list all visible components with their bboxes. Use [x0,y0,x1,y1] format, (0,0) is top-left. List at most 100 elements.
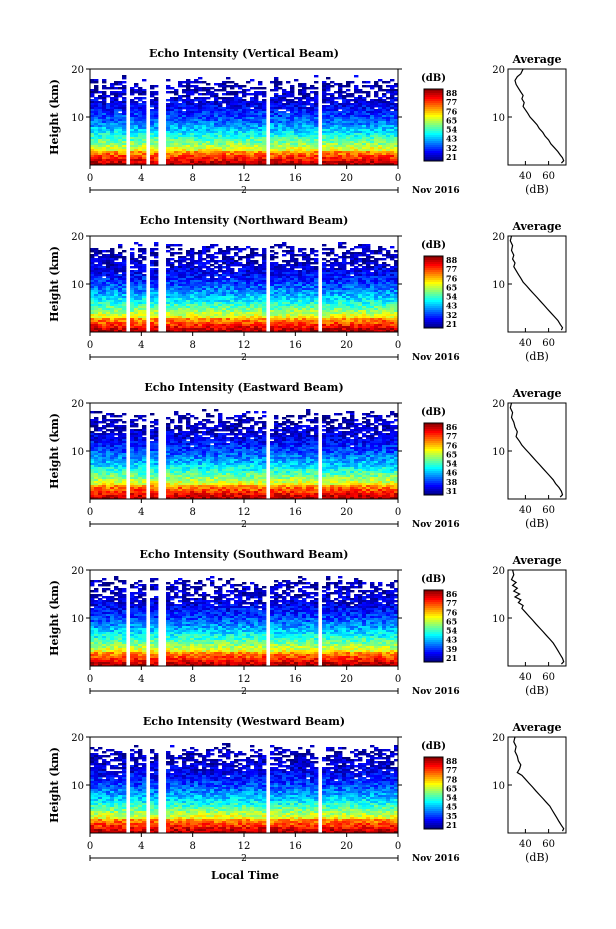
heatmap-cell [390,79,395,82]
heatmap-cell [226,141,231,144]
heatmap-cell [206,113,211,116]
heatmap-cell [322,115,327,118]
heatmap-cell [194,131,199,134]
heatmap-cell [298,133,303,136]
heatmap-cell [210,139,215,142]
heatmap-cell [270,121,275,124]
heatmap-cell [182,123,187,126]
heatmap-cell [194,107,199,110]
heatmap-cell [138,119,143,122]
heatmap-cell [274,83,279,86]
heatmap-cell [226,115,231,118]
heatmap-cell [290,153,295,156]
heatmap-cell [246,103,251,106]
heatmap-cell [150,113,155,116]
heatmap-cell [234,161,239,164]
heatmap-cell [238,127,243,130]
heatmap-cell [206,137,211,140]
heatmap-cell [298,121,303,124]
heatmap-cell [310,109,315,112]
heatmap-cell [114,93,119,96]
heatmap-cell [326,139,331,142]
heatmap-cell [354,75,359,78]
heatmap-cell [306,129,311,132]
heatmap-cell [130,262,135,265]
heatmap-cell [142,79,147,82]
heatmap-cell [210,93,215,96]
heatmap-cell [118,115,123,118]
heatmap-cell [238,163,243,166]
heatmap-cell [374,133,379,136]
heatmap-cell [110,147,115,150]
heatmap-cell [206,105,211,108]
heatmap-cell [238,125,243,128]
heatmap-cell [154,155,159,158]
heatmap-cell [274,244,279,247]
heatmap-cell [142,151,147,154]
heatmap-cell [142,131,147,134]
heatmap-cell [286,149,291,152]
heatmap-cell [114,153,119,156]
heatmap-cell [130,117,135,120]
heatmap-cell [374,141,379,144]
heatmap-cell [386,97,391,100]
heatmap-cell [186,139,191,142]
heatmap-cell [322,147,327,150]
heatmap-cell [374,155,379,158]
heatmap-cell [298,113,303,116]
heatmap-cell [258,159,263,162]
heatmap-cell [354,91,359,94]
heatmap-cell [106,107,111,110]
heatmap-cell [226,111,231,114]
heatmap-cell [374,119,379,122]
heatmap-cell [274,99,279,102]
heatmap-cell [174,101,179,104]
heatmap-cell [230,117,235,120]
heatmap-cell [250,119,255,122]
heatmap-cell [338,121,343,124]
heatmap-cell [142,137,147,140]
heatmap-cell [330,121,335,124]
heatmap-cell [110,115,115,118]
heatmap-cell [274,105,279,108]
heatmap-cell [202,139,207,142]
heatmap-cell [346,103,351,106]
heatmap-cell [178,159,183,162]
heatmap-cell [218,113,223,116]
heatmap-cell [138,151,143,154]
heatmap-cell [102,149,107,152]
heatmap-cell [262,91,267,94]
heatmap-cell [250,97,255,100]
heatmap-cell [270,159,275,162]
heatmap-cell [182,121,187,124]
heatmap-cell [226,127,231,130]
heatmap-cell [98,252,103,255]
heatmap-cell [322,143,327,146]
heatmap-cell [346,143,351,146]
heatmap-cell [154,85,159,88]
heatmap-cell [94,89,99,92]
heatmap-cell [366,93,371,96]
heatmap-cell [242,111,247,114]
heatmap-cell [254,111,259,114]
heatmap-cell [306,113,311,116]
heatmap-cell [282,99,287,102]
heatmap-cell [294,131,299,134]
heatmap-cell [262,147,267,150]
heatmap-cell [186,91,191,94]
heatmap-cell [198,155,203,158]
heatmap-cell [342,145,347,148]
heatmap-cell [90,131,95,134]
heatmap-cell [202,131,207,134]
heatmap-cell [186,105,191,108]
heatmap-cell [106,129,111,132]
heatmap-cell [282,121,287,124]
heatmap-cell [330,159,335,162]
heatmap-cell [314,139,319,142]
heatmap-cell [274,111,279,114]
heatmap-cell [94,79,99,82]
heatmap-cell [302,153,307,156]
heatmap-cell [286,252,291,255]
heatmap-cell [242,117,247,120]
heatmap-cell [294,149,299,152]
